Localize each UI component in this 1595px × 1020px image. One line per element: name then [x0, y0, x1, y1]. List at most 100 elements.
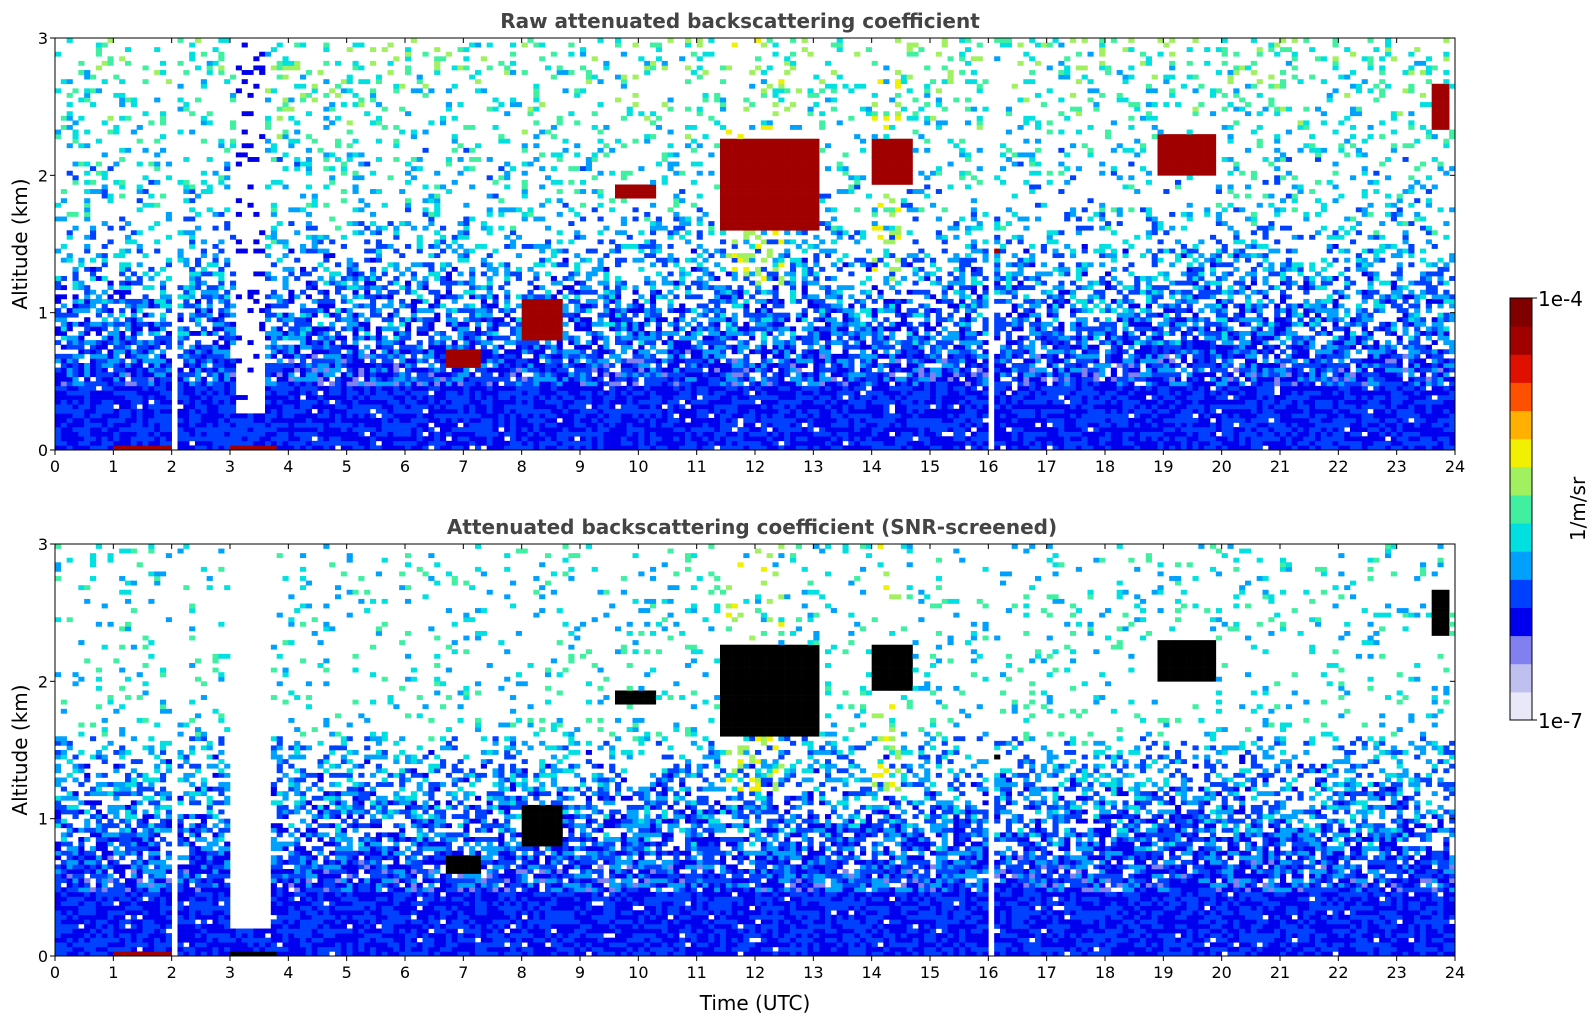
heatmap-cell: [364, 427, 370, 432]
heatmap-cell: [73, 299, 79, 304]
heatmap-cell: [137, 184, 143, 189]
heatmap-cell: [277, 404, 283, 409]
heatmap-cell: [90, 166, 96, 171]
heatmap-cell: [207, 304, 213, 309]
heatmap-cell: [67, 79, 73, 84]
heatmap-cell: [300, 207, 306, 212]
heatmap-cell: [288, 436, 294, 441]
heatmap-cell: [218, 212, 224, 217]
heatmap-cell: [230, 368, 236, 373]
heatmap-cell: [294, 65, 300, 70]
heatmap-cell: [148, 386, 154, 391]
heatmap-cell: [353, 93, 359, 98]
heatmap-cell: [108, 61, 114, 66]
heatmap-cell: [288, 98, 294, 103]
heatmap-cell: [102, 43, 108, 48]
heatmap-cell: [370, 436, 376, 441]
heatmap-cell: [84, 427, 90, 432]
heatmap-cell: [189, 390, 195, 395]
heatmap-cell: [166, 427, 172, 432]
heatmap-cell: [108, 38, 114, 43]
heatmap-cell: [113, 436, 119, 441]
heatmap-cell: [148, 180, 154, 185]
heatmap-cell: [335, 331, 341, 336]
heatmap-cell: [137, 276, 143, 281]
heatmap-cell: [78, 331, 84, 336]
heatmap-cell: [178, 372, 184, 377]
heatmap-cell: [300, 93, 306, 98]
heatmap-cell: [230, 418, 236, 423]
heatmap-cell: [148, 363, 154, 368]
heatmap-cell: [96, 377, 102, 382]
heatmap-cell: [189, 304, 195, 309]
heatmap-cell: [224, 413, 230, 418]
heatmap-cell: [358, 230, 364, 235]
heatmap-cell: [178, 61, 184, 66]
heatmap-cell: [201, 84, 207, 89]
heatmap-cell: [271, 372, 277, 377]
heatmap-cell: [96, 276, 102, 281]
heatmap-cell: [218, 404, 224, 409]
heatmap-cell: [335, 400, 341, 405]
heatmap-cell: [224, 418, 230, 423]
heatmap-cell: [67, 230, 73, 235]
heatmap-cell: [370, 404, 376, 409]
heatmap-cell: [195, 276, 201, 281]
heatmap-cell: [143, 304, 149, 309]
heatmap-cell: [125, 345, 131, 350]
heatmap-cell: [259, 249, 265, 254]
heatmap-cell: [148, 390, 154, 395]
heatmap-cell: [96, 52, 102, 57]
heatmap-cell: [353, 262, 359, 267]
heatmap-cell: [119, 157, 125, 162]
heatmap-cell: [248, 184, 254, 189]
heatmap-cell: [90, 102, 96, 107]
heatmap-cell: [67, 326, 73, 331]
heatmap-cell: [84, 423, 90, 428]
heatmap-cell: [312, 390, 318, 395]
heatmap-cell: [78, 423, 84, 428]
heatmap-cell: [154, 180, 160, 185]
heatmap-cell: [113, 413, 119, 418]
heatmap-cell: [271, 313, 277, 318]
heatmap-cell: [131, 409, 137, 414]
heatmap-cell: [67, 432, 73, 437]
heatmap-cell: [224, 326, 230, 331]
heatmap-cell: [96, 372, 102, 377]
heatmap-cell: [67, 322, 73, 327]
heatmap-cell: [253, 432, 259, 437]
heatmap-cell: [55, 358, 61, 363]
heatmap-cell: [218, 143, 224, 148]
heatmap-cell: [341, 390, 347, 395]
heatmap-cell: [119, 432, 125, 437]
heatmap-cell: [265, 413, 271, 418]
heatmap-cell: [353, 322, 359, 327]
heatmap-cell: [84, 340, 90, 345]
heatmap-cell: [329, 345, 335, 350]
heatmap-cell: [218, 372, 224, 377]
heatmap-cell: [108, 423, 114, 428]
heatmap-cell: [370, 441, 376, 446]
heatmap-cell: [294, 43, 300, 48]
heatmap-cell: [277, 377, 283, 382]
heatmap-cell: [113, 358, 119, 363]
heatmap-cell: [312, 198, 318, 203]
heatmap-cell: [96, 88, 102, 93]
heatmap-cell: [224, 308, 230, 313]
heatmap-cell: [224, 313, 230, 318]
heatmap-cell: [341, 395, 347, 400]
heatmap-cell: [201, 189, 207, 194]
heatmap-cell: [353, 409, 359, 414]
heatmap-cell: [73, 281, 79, 286]
heatmap-cell: [213, 436, 219, 441]
heatmap-cell: [84, 294, 90, 299]
heatmap-cell: [323, 166, 329, 171]
heatmap-cell: [108, 322, 114, 327]
heatmap-cell: [253, 271, 259, 276]
heatmap-cell: [329, 409, 335, 414]
heatmap-cell: [148, 418, 154, 423]
heatmap-cell: [84, 98, 90, 103]
heatmap-cell: [90, 75, 96, 80]
heatmap-cell: [113, 317, 119, 322]
heatmap-cell: [125, 409, 131, 414]
